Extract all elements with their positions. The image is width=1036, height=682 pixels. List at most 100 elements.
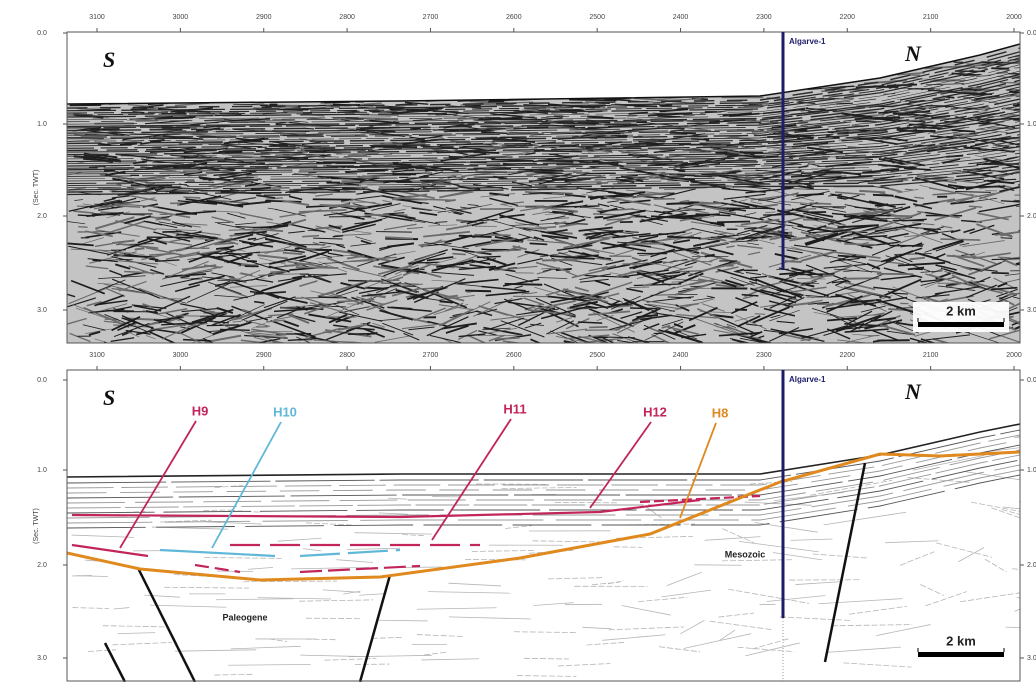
interpreted-reflector: [359, 594, 386, 596]
interpreted-reflector: [645, 506, 662, 518]
south-label: S: [103, 47, 115, 72]
reflector: [717, 221, 750, 222]
reflector: [351, 155, 367, 156]
interpreted-reflector: [1019, 502, 1036, 513]
interpreted-reflector: [813, 554, 868, 558]
horizon-label: H11: [503, 401, 526, 416]
reflector: [695, 203, 722, 204]
unit-label: Mesozoic: [725, 549, 766, 559]
x-tick-label: 2900: [256, 352, 272, 359]
reflector: [300, 343, 343, 365]
horizon-leader: [120, 421, 196, 548]
reflector: [452, 254, 465, 255]
y-tick-label: 1.0: [37, 467, 47, 474]
interpreted-reflector: [306, 618, 361, 619]
seafloor: [67, 424, 1020, 477]
reflector: [964, 186, 1005, 187]
reflector: [1010, 270, 1036, 271]
interpreted-reflector: [388, 498, 407, 499]
x-tick-label: 2600: [506, 352, 522, 359]
y-tick-label-right: 1.0: [1027, 467, 1036, 474]
interpreted-reflector: [421, 659, 479, 660]
x-tick-label: 2500: [589, 14, 605, 21]
interpreted-reflector: [379, 620, 428, 621]
x-tick-label: 2400: [673, 352, 689, 359]
x-tick-label: 2700: [423, 352, 439, 359]
reflector: [569, 100, 616, 101]
reflector: [187, 181, 195, 182]
reflector: [296, 267, 338, 268]
interpreted-reflector: [780, 617, 851, 620]
interpreted-reflector: [417, 608, 497, 610]
interpreted-reflector: [228, 664, 311, 665]
north-label: N: [904, 41, 922, 66]
interpreted-reflector: [791, 539, 833, 540]
interpreted-reflector: [722, 529, 753, 543]
interpreted-reflector: [582, 627, 611, 629]
y-tick-label: 0.0: [37, 377, 47, 384]
interpreted-reflector: [718, 613, 754, 617]
interpreted-reflector: [680, 620, 704, 633]
horizon-leader: [432, 419, 511, 540]
x-tick-label: 2300: [756, 352, 772, 359]
interpreted-reflector: [920, 584, 943, 595]
interpreted-reflector: [505, 526, 532, 529]
interpreted-reflector: [667, 572, 702, 585]
scale-bar: [918, 652, 1004, 657]
reflector: [873, 195, 894, 196]
x-tick-label: 3100: [89, 352, 105, 359]
fault: [138, 568, 195, 682]
reflector: [629, 287, 649, 288]
reflector: [630, 308, 658, 309]
interpreted-reflector: [608, 581, 624, 584]
interpreted-reflector: [1012, 569, 1036, 575]
horizon-line: [300, 566, 420, 572]
interpreted-reflector: [204, 557, 281, 558]
reflector: [720, 101, 742, 102]
interpreted-reflector: [1015, 597, 1036, 611]
interpreted-reflector: [347, 548, 400, 549]
interpreted-reflector: [248, 567, 273, 569]
well-name: Algarve-1: [789, 37, 826, 46]
interpreted-reflector: [112, 642, 171, 644]
interpreted-reflector: [752, 638, 790, 649]
interpreted-reflector: [926, 592, 967, 606]
interpreted-reflector: [710, 621, 772, 629]
reflector: [348, 334, 375, 335]
reflector: [659, 105, 672, 106]
y-tick-label: 1.0: [37, 121, 47, 128]
interpreted-reflector: [602, 635, 665, 641]
interpretation: [67, 424, 1036, 682]
interpreted-reflector: [72, 535, 134, 537]
x-tick-label: 2200: [839, 14, 855, 21]
interpreted-reflector: [548, 578, 602, 579]
interpreted-reflector: [558, 664, 610, 666]
interpreted-reflector: [214, 674, 253, 675]
interpreted-reflector: [971, 502, 1036, 517]
horizon-label: H10: [273, 404, 297, 419]
reflector: [308, 230, 318, 231]
reflector: [213, 203, 222, 204]
reflector: [481, 249, 489, 250]
interpreted-reflector: [206, 522, 261, 524]
reflector: [305, 151, 327, 152]
x-tick-label: 2300: [756, 14, 772, 21]
reflector: [104, 170, 115, 171]
reflector: [556, 123, 602, 124]
y-tick-label: 2.0: [37, 213, 47, 220]
horizon-line: [160, 550, 275, 556]
x-tick-label: 2100: [923, 14, 939, 21]
interpreted-reflector: [502, 487, 577, 488]
scale-bar-label: 2 km: [946, 303, 976, 318]
reflector: [905, 189, 913, 190]
reflector: [542, 260, 577, 261]
interpreted-reflector: [349, 655, 432, 656]
fault: [825, 463, 865, 662]
interpreted-reflector: [517, 676, 576, 677]
reflector: [1000, 343, 1032, 347]
reflector: [104, 342, 127, 352]
x-tick-label: 2000: [1006, 352, 1022, 359]
interpreted-reflector: [555, 502, 619, 503]
reflector: [1020, 269, 1036, 276]
y-tick-label-right: 2.0: [1027, 213, 1036, 220]
